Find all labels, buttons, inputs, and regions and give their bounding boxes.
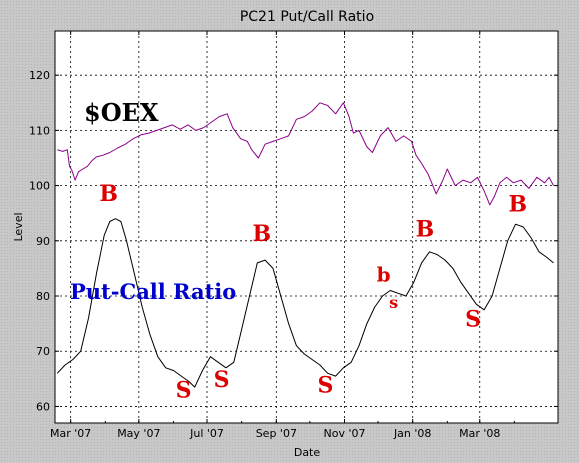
plot-frame (54, 30, 559, 424)
y-tick-label: 90 (36, 235, 50, 248)
x-tick-label: May '07 (117, 427, 160, 440)
y-axis-title: Level (12, 212, 25, 241)
x-tick-label: Jan '08 (393, 427, 431, 440)
y-tick-label: 70 (36, 345, 50, 358)
x-tick-label: Nov '07 (324, 427, 366, 440)
signal-label: B (252, 221, 271, 247)
y-tick-label: 80 (36, 290, 50, 303)
signal-label: B (508, 192, 527, 218)
y-tick-label: 110 (29, 124, 50, 137)
signal-label: S (465, 306, 481, 332)
y-tick-label: 120 (29, 69, 50, 82)
signal-label: S (214, 367, 230, 393)
series-labels: $OEX Put-Call Ratio (70, 98, 236, 304)
axis-ticks: 60 70 80 90 100 110 120 Mar '07 May '07 Jul '07 Se… (29, 31, 558, 440)
signal-label: B (416, 216, 435, 242)
grid (55, 31, 558, 423)
y-tick-label: 60 (36, 400, 50, 413)
series-lines (56, 102, 554, 388)
signal-label: B (99, 181, 118, 207)
signal-label: b (377, 263, 391, 287)
x-tick-label: Jul '07 (189, 427, 224, 440)
plot-area (55, 31, 558, 423)
series-label-oex: $OEX (84, 98, 159, 127)
chart-title: PC21 Put/Call Ratio (240, 9, 374, 25)
series-label-putcall: Put-Call Ratio (70, 279, 236, 304)
y-tick-label: 100 (29, 180, 50, 193)
signal-label: s (389, 293, 398, 312)
signal-label: S (318, 373, 334, 399)
series-line-1 (56, 218, 554, 388)
x-tick-label: Sep '07 (256, 427, 297, 440)
x-tick-label: Mar '07 (50, 427, 91, 440)
signal-label: S (176, 378, 192, 404)
x-tick-label: Mar '08 (459, 427, 500, 440)
series-line-0 (57, 102, 554, 206)
x-axis-title: Date (294, 446, 321, 459)
